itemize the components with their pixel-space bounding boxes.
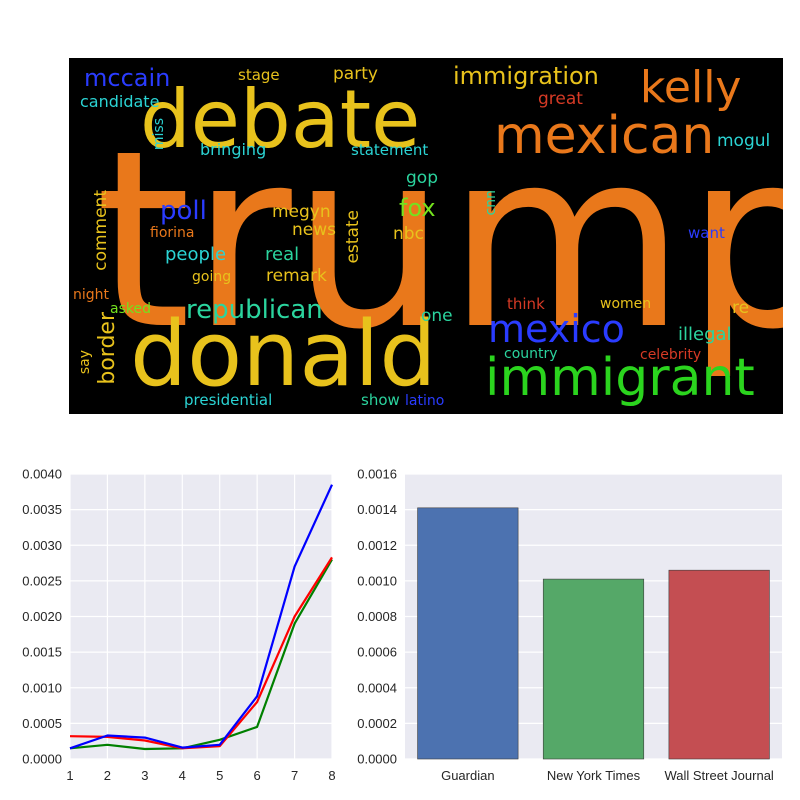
bar-y-tick-label: 0.0002: [357, 716, 397, 731]
bar-y-tick-label: 0.0012: [357, 538, 397, 553]
line-y-tick-label: 0.0000: [22, 752, 62, 767]
bar-y-tick-label: 0.0008: [357, 609, 397, 624]
wordcloud-word: real: [265, 244, 300, 265]
wordcloud-word: asked: [110, 301, 151, 317]
line-x-tick-label: 7: [291, 768, 298, 783]
wordcloud-word: cnn: [483, 190, 499, 216]
line-y-tick-label: 0.0020: [22, 609, 62, 624]
wordcloud-word: mccain: [84, 64, 171, 92]
wordcloud-word: kelly: [640, 62, 742, 113]
wordcloud-word: candidate: [80, 92, 160, 111]
wordcloud-word: mexican: [494, 106, 715, 166]
line-x-tick-label: 8: [328, 768, 335, 783]
wordcloud-word: night: [73, 287, 110, 303]
wordcloud-word: immigrant: [485, 348, 755, 408]
wordcloud-word: one: [421, 306, 453, 326]
bar: [542, 578, 645, 760]
wordcloud-word: say: [77, 350, 93, 375]
bar-category-label: New York Times: [547, 768, 641, 783]
wordcloud-word: fox: [399, 194, 436, 222]
bar-y-tick-label: 0.0004: [357, 680, 397, 695]
line-x-tick-label: 5: [216, 768, 223, 783]
wordcloud-word: think: [507, 295, 545, 313]
bar-category-label: Guardian: [441, 768, 494, 783]
bar-y-tick-label: 0.0006: [357, 645, 397, 660]
wordcloud-word: republican: [186, 295, 323, 325]
wordcloud-word: statement: [351, 141, 429, 159]
wordcloud-word: show: [361, 391, 400, 409]
wordcloud-word: poll: [160, 196, 207, 226]
wordcloud-word: great: [538, 89, 583, 109]
wordcloud-word: country: [504, 346, 558, 362]
wordcloud-word: fiorina: [150, 225, 195, 241]
wordcloud-word: debate: [140, 73, 421, 166]
wordcloud-word: want: [688, 224, 725, 242]
wordcloud-word: party: [333, 64, 378, 84]
wordcloud-word: latino: [405, 393, 445, 409]
line-x-tick-label: 4: [179, 768, 186, 783]
line-y-tick-label: 0.0040: [22, 467, 62, 482]
line-y-tick-label: 0.0015: [22, 645, 62, 660]
wordcloud-word: bringing: [200, 140, 267, 159]
wordcloud-word: remark: [266, 266, 327, 286]
line-y-tick-label: 0.0010: [22, 680, 62, 695]
wordcloud-word: people: [165, 244, 227, 265]
bar: [417, 507, 519, 760]
wordcloud-word: megyn: [272, 202, 331, 222]
wordcloud-word: gop: [406, 168, 438, 188]
bar-y-tick-label: 0.0010: [357, 573, 397, 588]
wordcloud-word: re: [732, 298, 750, 318]
wordcloud-word: illegal: [678, 324, 732, 345]
line-x-tick-label: 2: [104, 768, 111, 783]
line-series-2: [69, 558, 333, 751]
line-x-tick-label: 1: [66, 768, 73, 783]
line-plot-area: [70, 474, 332, 759]
bar-y-tick-label: 0.0000: [357, 752, 397, 767]
wordcloud-word: donald: [130, 302, 437, 407]
line-x-tick-label: 6: [254, 768, 261, 783]
wordcloud-word: estate: [343, 210, 363, 264]
wordcloud-word: nbc: [393, 224, 424, 244]
line-x-tick-label: 3: [141, 768, 148, 783]
line-series-0: [69, 484, 334, 750]
line-y-tick-label: 0.0035: [22, 502, 62, 517]
wordcloud-word: border: [95, 312, 120, 385]
wordcloud-word: celebrity: [640, 347, 702, 363]
bar-y-tick-label: 0.0016: [357, 467, 397, 482]
wordcloud-word: presidential: [184, 391, 273, 409]
line-series-1: [69, 556, 333, 750]
bar: [668, 569, 770, 760]
line-y-tick-label: 0.0025: [22, 573, 62, 588]
wordcloud-word: going: [192, 269, 232, 285]
wordcloud-word: trump: [95, 98, 783, 383]
bar-category-label: Wall Street Journal: [664, 768, 773, 783]
line-y-tick-label: 0.0005: [22, 716, 62, 731]
bar-y-tick-label: 0.0014: [357, 502, 397, 517]
word-cloud: trump debate donald mexican kelly immigration…: [69, 58, 783, 414]
wordcloud-word: comment: [91, 190, 111, 271]
line-y-tick-label: 0.0030: [22, 538, 62, 553]
wordcloud-word: women: [600, 296, 652, 312]
wordcloud-word: mexico: [488, 307, 625, 351]
wordcloud-word: mogul: [717, 131, 771, 151]
wordcloud-word: immigration: [453, 62, 599, 90]
bar-plot-area: [405, 474, 782, 759]
wordcloud-word: news: [292, 220, 336, 240]
wordcloud-word: stage: [238, 66, 280, 84]
wordcloud-word: miss: [151, 118, 167, 151]
